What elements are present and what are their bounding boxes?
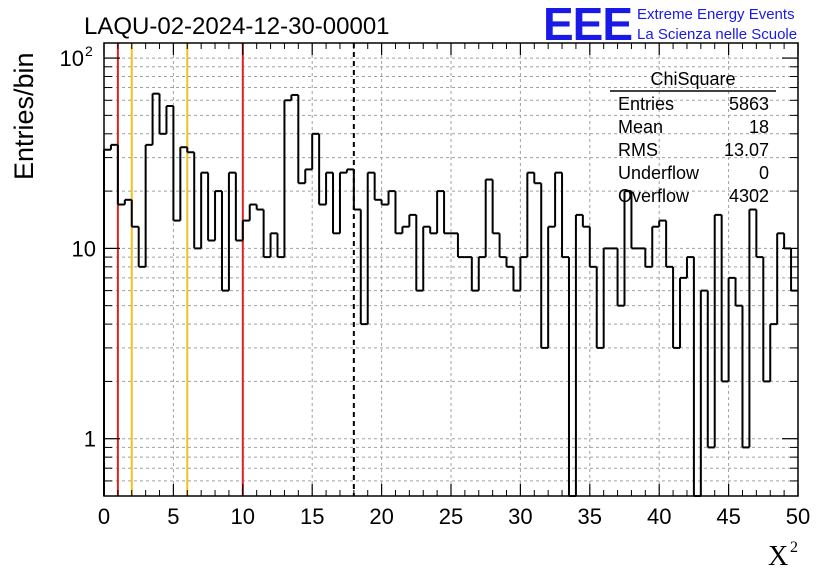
y-tick-label: 10 bbox=[60, 46, 84, 71]
x-tick-label: 0 bbox=[98, 504, 110, 529]
x-tick-label: 45 bbox=[716, 504, 740, 529]
stats-row-value: 13.07 bbox=[724, 140, 769, 160]
y-tick-label-superscript: 2 bbox=[85, 43, 93, 59]
x-tick-label: 5 bbox=[167, 504, 179, 529]
stats-row-label: RMS bbox=[618, 140, 658, 160]
x-tick-label: 15 bbox=[300, 504, 324, 529]
histogram-series bbox=[103, 92, 798, 497]
x-tick-label: 30 bbox=[508, 504, 532, 529]
x-axis-label: X 2 bbox=[768, 539, 798, 572]
eee-logo-line2: La Scienza nelle Scuole bbox=[637, 26, 797, 43]
y-axis-label: Entries/bin bbox=[9, 52, 39, 180]
grid-lines bbox=[104, 43, 798, 496]
x-tick-label: 40 bbox=[647, 504, 671, 529]
x-tick-label: 35 bbox=[578, 504, 602, 529]
stats-row-value: 5863 bbox=[729, 94, 769, 114]
stats-row-value: 0 bbox=[759, 163, 769, 183]
y-tick-label: 10 bbox=[72, 236, 96, 261]
eee-logo-mark: EEE bbox=[543, 0, 632, 50]
eee-logo: EEE Extreme Energy Events La Scienza nel… bbox=[543, 0, 797, 50]
x-tick-label: 20 bbox=[369, 504, 393, 529]
x-tick-label: 10 bbox=[231, 504, 255, 529]
x-axis-label-main: X bbox=[768, 541, 788, 572]
stats-row-value: 18 bbox=[749, 117, 769, 137]
x-tick-label: 50 bbox=[786, 504, 810, 529]
stats-box-title: ChiSquare bbox=[650, 69, 735, 89]
x-axis-label-superscript: 2 bbox=[790, 539, 798, 556]
stats-row-label: Overflow bbox=[618, 186, 690, 206]
eee-logo-line1: Extreme Energy Events bbox=[637, 6, 795, 23]
stats-box: ChiSquare Entries 5863 Mean 18 RMS 13.07 Under… bbox=[610, 69, 776, 206]
reference-lines bbox=[116, 43, 355, 496]
x-tick-label: 25 bbox=[439, 504, 463, 529]
stats-row-value: 4302 bbox=[729, 186, 769, 206]
chart-title: LAQU-02-2024-12-30-00001 bbox=[84, 13, 390, 40]
stats-box-rows: Entries 5863 Mean 18 RMS 13.07 Underflow 0 Overf… bbox=[618, 94, 769, 206]
stats-row-label: Mean bbox=[618, 117, 663, 137]
stats-row-label: Underflow bbox=[618, 163, 700, 183]
stats-row-label: Entries bbox=[618, 94, 674, 114]
y-tick-label: 1 bbox=[84, 427, 96, 452]
